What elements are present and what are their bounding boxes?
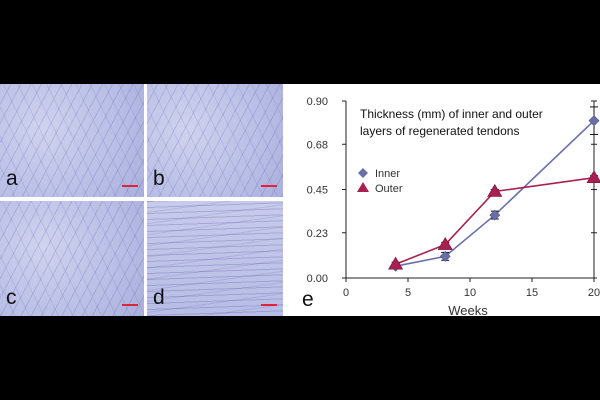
data-point-inner — [439, 250, 451, 262]
data-point-outer — [586, 170, 600, 183]
scale-bar — [261, 185, 277, 187]
y-tick-label: 0.68 — [307, 139, 328, 151]
micrograph-c: c — [0, 201, 144, 316]
micrograph-b: b — [147, 84, 283, 197]
y-tick-label: 0.90 — [307, 96, 328, 108]
x-axis-label: Weeks — [448, 303, 488, 316]
thickness-chart: 0.00 0.23 0.45 0.68 0.90 0 5 10 15 20 Weeks Thickne… — [307, 96, 600, 316]
x-tick-label: 15 — [526, 287, 538, 299]
panel-label-a: a — [6, 167, 18, 190]
micrograph-d: d — [147, 201, 283, 316]
legend-label-outer: Outer — [375, 183, 403, 195]
x-tick-label: 20 — [588, 287, 600, 299]
data-point-inner — [588, 115, 600, 127]
scale-bar — [122, 185, 138, 187]
series-line-inner — [395, 120, 595, 267]
x-tick-label: 0 — [343, 287, 349, 299]
data-point-outer — [388, 256, 404, 270]
figure: a b c d e — [0, 84, 600, 316]
legend-marker-inner — [358, 168, 368, 178]
x-tick-label: 10 — [464, 287, 476, 299]
y-tick-label: 0.45 — [307, 185, 328, 197]
panel-label-c: c — [6, 286, 17, 309]
chart-title: Thickness (mm) of inner and outer — [360, 107, 543, 121]
scale-bar — [122, 304, 138, 306]
data-point-outer — [487, 183, 503, 197]
x-tick-label: 5 — [405, 287, 411, 299]
legend-marker-outer — [357, 182, 369, 192]
chart-title: layers of regenerated tendons — [360, 124, 519, 138]
micrograph-a: a — [0, 84, 144, 197]
legend-label-inner: Inner — [375, 168, 400, 180]
panel-label-d: d — [153, 286, 165, 309]
series-line-outer — [395, 176, 595, 265]
y-tick-label: 0.00 — [307, 273, 328, 285]
panel-label-b: b — [153, 167, 165, 190]
panel-label-e: e — [302, 288, 314, 311]
data-point-outer — [437, 236, 453, 250]
scale-bar — [261, 304, 277, 306]
data-point-inner — [489, 209, 501, 221]
y-tick-label: 0.23 — [307, 228, 328, 240]
